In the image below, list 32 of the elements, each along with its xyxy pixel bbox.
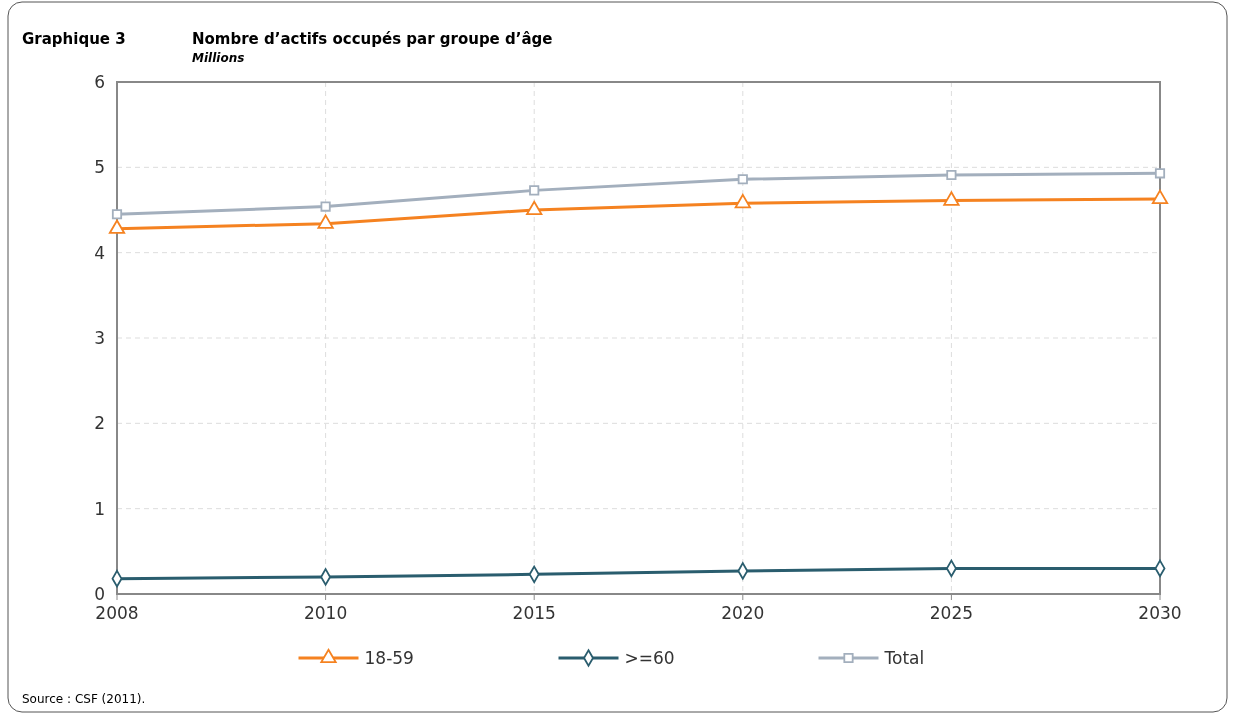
x-tick-label: 2025 — [929, 603, 974, 623]
chart-title: Nombre d’actifs occupés par groupe d’âge — [192, 30, 553, 48]
point — [320, 201, 331, 212]
point — [529, 185, 540, 196]
x-tick-label: 2015 — [512, 603, 556, 623]
legend-label: >=60 — [624, 647, 675, 668]
chart-subtitle: Millions — [192, 51, 245, 65]
y-tick-label: 1 — [94, 498, 105, 519]
x-tick-label: 2008 — [95, 603, 139, 623]
point — [737, 174, 748, 185]
point — [946, 169, 957, 181]
x-tick-label: 2020 — [721, 603, 765, 623]
x-tick-label: 2030 — [1138, 603, 1182, 623]
y-tick-label: 5 — [94, 157, 105, 178]
y-tick-label: 0 — [94, 583, 105, 604]
source-note: Source : CSF (2011). — [22, 692, 146, 706]
legend-label: 18-59 — [364, 647, 414, 668]
point — [1151, 189, 1169, 204]
point — [108, 219, 126, 234]
point — [1154, 168, 1166, 179]
y-tick-label: 4 — [94, 242, 105, 263]
point — [111, 209, 123, 220]
x-tick-label: 2010 — [303, 603, 348, 623]
text: Graphique 3 — [22, 30, 126, 48]
point — [317, 214, 334, 229]
y-tick-label: 3 — [94, 327, 105, 348]
legend-label: Total — [883, 647, 925, 668]
point — [526, 200, 543, 216]
y-tick-label: 2 — [94, 413, 105, 434]
point — [943, 191, 960, 206]
point — [734, 193, 751, 209]
y-tick-label: 6 — [94, 71, 105, 92]
